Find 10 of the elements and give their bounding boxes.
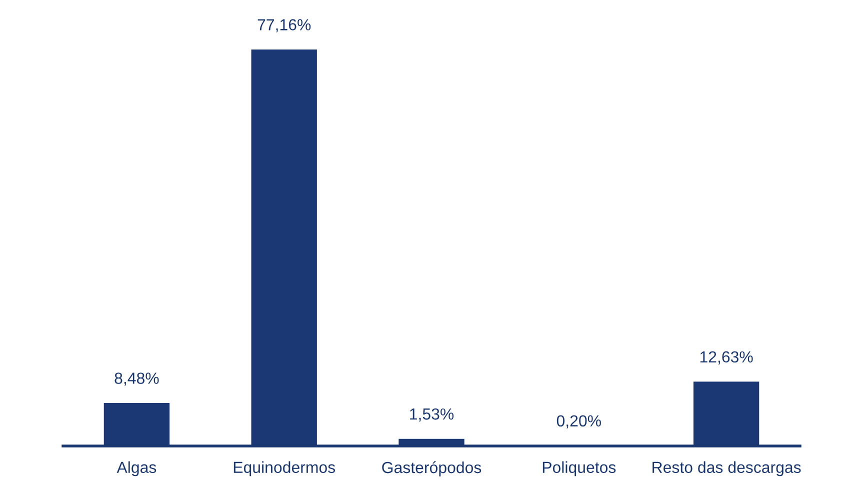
data-label: 77,16%: [258, 19, 311, 32]
data-label: 12,63%: [700, 351, 753, 364]
x-tick-label: Algas: [116, 461, 156, 476]
x-tick-label: Gasterópodos: [382, 461, 482, 476]
x-tick-label: Poliquetos: [542, 461, 616, 476]
data-label: 8,48%: [114, 372, 159, 386]
data-label: 0,20%: [556, 415, 601, 428]
x-tick-label: Resto das descargas: [652, 461, 801, 476]
data-label: 1,53%: [410, 408, 454, 422]
x-tick-label: Equinodermos: [234, 461, 336, 476]
